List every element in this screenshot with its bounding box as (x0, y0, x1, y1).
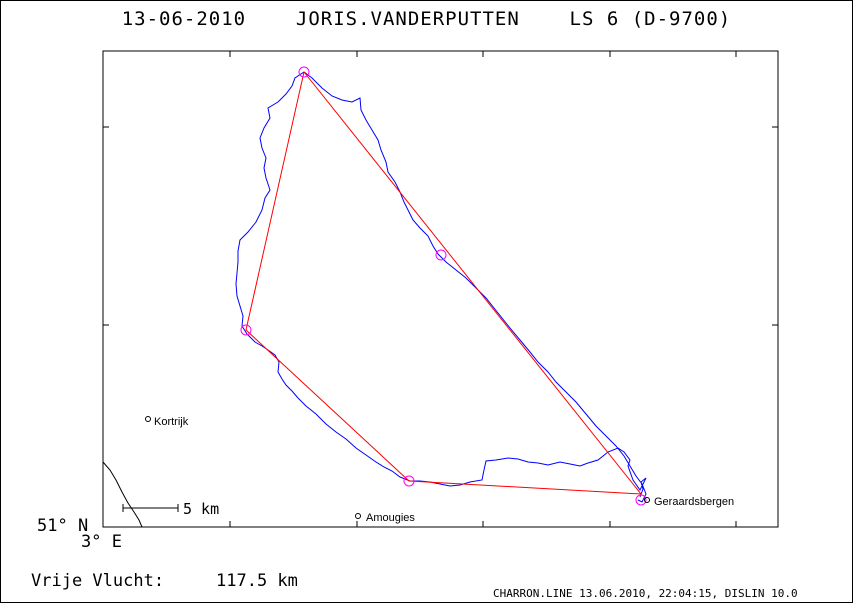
turnpoint-circle-icon (635, 494, 647, 506)
town-label-kortrijk: Kortrijk (154, 416, 189, 428)
scale-bar (122, 504, 179, 512)
town-marker-circle-icon (644, 497, 650, 503)
scale-label: 5 km (183, 500, 220, 518)
turnpoint-circle-icon (240, 324, 252, 336)
plot-area (102, 50, 779, 528)
town-marker-circle-icon (355, 513, 361, 519)
longitude-label: 3° E (81, 532, 122, 552)
axis-ticks (103, 51, 778, 527)
flight-track (235, 71, 647, 503)
turnpoint-circle-icon (298, 66, 310, 78)
footer-info: CHARRON.LINE 13.06.2010, 22:04:15, DISLI… (493, 587, 798, 600)
distance-value: 117.5 km (216, 571, 298, 591)
turnpoint-circle-icon (435, 249, 447, 261)
town-label-geraardsbergen: Geraardsbergen (654, 496, 735, 508)
town-marker-circle-icon (145, 416, 151, 422)
task-line (245, 71, 643, 495)
page-title: 13-06-2010 JORIS.VANDERPUTTEN LS 6 (D-97… (121, 8, 732, 30)
distance-label: Vrije Vlucht: (31, 571, 165, 591)
latitude-label: 51° N (37, 516, 89, 536)
town-label-amougies: Amougies (366, 512, 415, 524)
turnpoint-circle-icon (403, 475, 415, 487)
border-line (102, 461, 143, 528)
